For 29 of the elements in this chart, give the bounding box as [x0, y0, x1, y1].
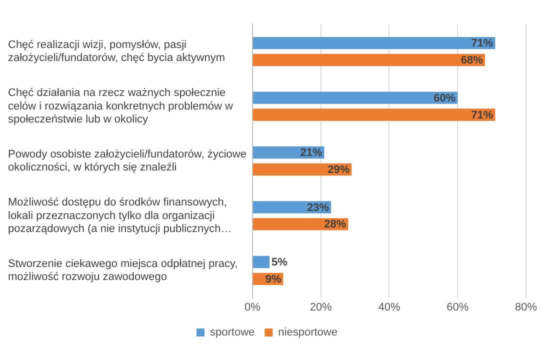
bar: [252, 201, 332, 214]
bar: [252, 92, 458, 104]
y-tick-label: Chęć działania na rzecz ważnych społecznie celów i rozwiązania konkretnych problemów w społeczeństwie lub w okolicy: [8, 87, 234, 126]
data-label: 71%: [471, 109, 494, 122]
y-tick-label: Stworzenie ciekawego miejsca odpłatnej pracy, możliwość rozwoju zawodowego: [8, 258, 238, 284]
bar: [252, 108, 496, 121]
bar: [252, 54, 485, 66]
x-tick-label: 80%: [514, 301, 538, 314]
data-label: 29%: [328, 164, 350, 176]
data-label: 5%: [272, 256, 288, 268]
data-label: 68%: [460, 54, 484, 67]
data-label: 21%: [300, 147, 322, 160]
data-label: 71%: [471, 38, 494, 50]
legend-label: sportowe: [210, 326, 255, 339]
x-tick-label: 0%: [244, 301, 261, 314]
legend-label: niesportowe: [278, 326, 338, 339]
y-tick-label: Chęć realizacji wizji, pomysłów, pasji założycieli/fundatorów, chęć bycia aktywnym: [8, 38, 226, 64]
x-tick-label: 40%: [378, 301, 400, 314]
x-tick-label: 60%: [446, 301, 469, 314]
data-label: 23%: [307, 202, 330, 214]
data-label: 28%: [324, 218, 346, 231]
bar: [252, 218, 348, 230]
data-label: 60%: [434, 92, 456, 104]
x-tick-label: 20%: [310, 301, 332, 314]
bar: [252, 256, 270, 268]
bar: [252, 36, 496, 50]
y-tick-label: Powody osobiste założycieli/fundatorów, życiowe okoliczności, w których się znaleźli: [8, 148, 246, 174]
y-tick-label: Możliwość dostępu do środków finansowych, lokali przeznaczonych tylko dla organizacji pozarządowych (a nie instytucji publicznych…: [8, 196, 232, 235]
data-label: 9%: [265, 273, 282, 286]
